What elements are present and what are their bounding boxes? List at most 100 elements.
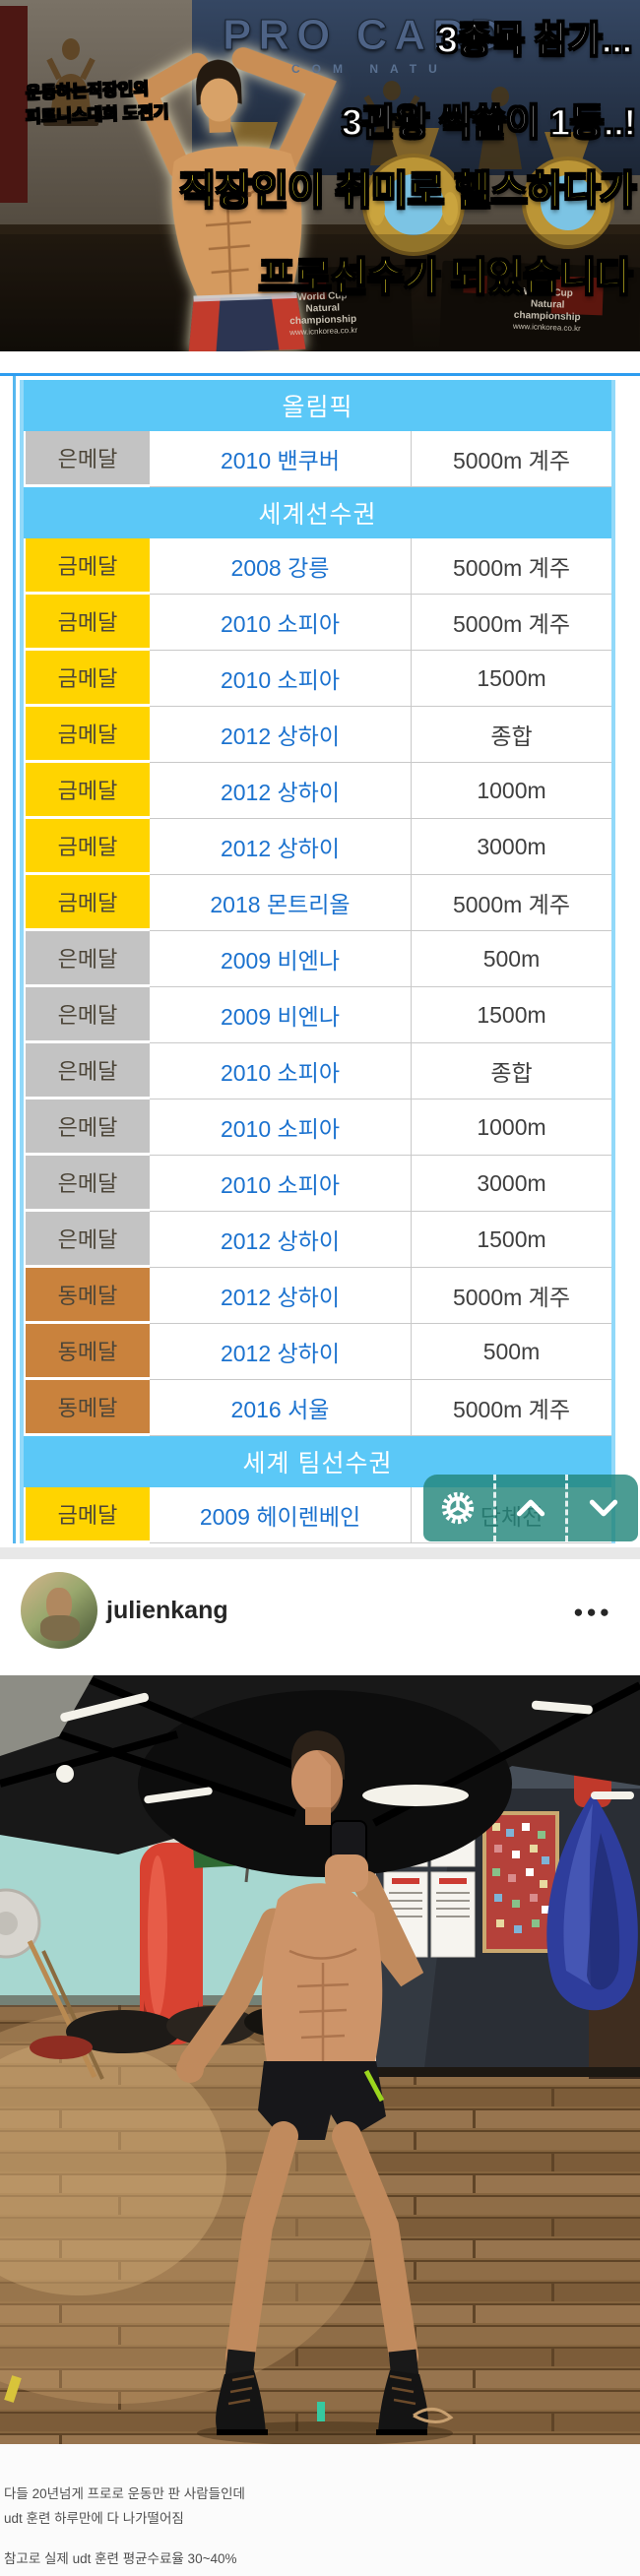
- caption-line-3: 참고로 실제 udt 훈련 평균수료율 30~40%: [4, 2551, 237, 2566]
- table-left-accent-line: [13, 376, 16, 1543]
- discipline-cell: 500m: [411, 931, 611, 987]
- medal-cell: 금메달: [26, 538, 150, 595]
- event-cell: 2008 강릉: [150, 538, 411, 595]
- medal-cell: 은메달: [26, 431, 150, 487]
- table-top-border: [0, 373, 640, 376]
- event-cell: 2016 서울: [150, 1380, 411, 1436]
- medal-cell: 금메달: [26, 819, 150, 875]
- discipline-cell: 5000m 계주: [411, 1268, 611, 1324]
- medal-cell: 은메달: [26, 1156, 150, 1212]
- section-divider: [0, 1547, 640, 1559]
- medal-row: 은메달 2012 상하이 1500m: [24, 1212, 611, 1268]
- medal-cell: 금메달: [26, 651, 150, 707]
- banner-headline-1: 3종목 참가...: [436, 20, 632, 60]
- plaque-right: [439, 260, 640, 351]
- floating-toolbar[interactable]: [423, 1475, 638, 1541]
- section-header: 세계선수권: [24, 487, 611, 538]
- medal-row: 금메달 2012 상하이 3000m: [24, 819, 611, 875]
- medal-cell: 동메달: [26, 1324, 150, 1380]
- banner-headline-3: 직장인이 취미로 헬스하다가: [178, 169, 636, 213]
- event-cell: 2009 비엔나: [150, 931, 411, 987]
- medal-row: 금메달 2010 소피아 5000m 계주: [24, 595, 611, 651]
- event-cell: 2012 상하이: [150, 763, 411, 819]
- scroll-down-button[interactable]: [565, 1475, 638, 1541]
- discipline-cell: 5000m 계주: [411, 875, 611, 931]
- discipline-cell: 1000m: [411, 1100, 611, 1156]
- medal-row: 은메달 2010 밴쿠버 5000m 계주: [24, 431, 611, 487]
- caption-line-1: 다들 20년넘게 프로로 운동만 판 사람들인데: [4, 2486, 245, 2501]
- discipline-cell: 종합: [411, 707, 611, 763]
- chevron-down-icon: [589, 1499, 617, 1517]
- medal-row: 은메달 2009 비엔나 1500m: [24, 987, 611, 1043]
- caption-line-2: udt 훈련 하루만에 다 나가떨어짐: [4, 2511, 184, 2526]
- gym-bags: [30, 2006, 312, 2059]
- event-cell: 2009 헤이렌베인: [150, 1487, 411, 1543]
- instagram-photo[interactable]: [0, 1675, 640, 2444]
- medal-row: 은메달 2010 소피아 1000m: [24, 1100, 611, 1156]
- medal-row: 동메달 2012 상하이 5000m 계주: [24, 1268, 611, 1324]
- floor-tape: [4, 2375, 454, 2423]
- electric-fan: [0, 1888, 41, 1959]
- medal-cell: 은메달: [26, 987, 150, 1043]
- medal-row: 금메달 2012 상하이 1000m: [24, 763, 611, 819]
- medal-cell: 동메달: [26, 1268, 150, 1324]
- medal-row: 금메달 2010 소피아 1500m: [24, 651, 611, 707]
- medal-row: 은메달 2010 소피아 종합: [24, 1043, 611, 1100]
- pro-card-subtitle: COM NATU: [291, 62, 449, 76]
- discipline-cell: 5000m 계주: [411, 1380, 611, 1436]
- medal-row: 금메달 2018 몬트리올 5000m 계주: [24, 875, 611, 931]
- banner-art: [0, 0, 640, 351]
- event-cell: 2010 밴쿠버: [150, 431, 411, 487]
- medal-cell: 금메달: [26, 707, 150, 763]
- medal-row: 동메달 2016 서울 5000m 계주: [24, 1380, 611, 1436]
- event-cell: 2010 소피아: [150, 1156, 411, 1212]
- medal-table: 올림픽 은메달 2010 밴쿠버 5000m 계주 세계선수권 금메달 2008 강릉 500…: [20, 380, 615, 1543]
- banner-headline-2: 3관왕 싹쓸이 1등..!: [341, 102, 636, 143]
- man-figure: [176, 1730, 453, 2444]
- medal-cell: 금메달: [26, 595, 150, 651]
- discipline-cell: 5000m 계주: [411, 431, 611, 487]
- section-header: 올림픽: [24, 380, 611, 431]
- bulletin-board: [482, 1811, 559, 1953]
- banner-thumbnail: PRO CARD COM NATU 운동하는직장인의 피트니스대회 도전기 Wo…: [0, 0, 640, 351]
- medal-cell: 은메달: [26, 1212, 150, 1268]
- banner-man: [131, 47, 337, 351]
- event-cell: 2012 상하이: [150, 1268, 411, 1324]
- bronze-trophy: [43, 38, 98, 126]
- medal-cell: 금메달: [26, 875, 150, 931]
- medal-cell: 금메달: [26, 763, 150, 819]
- banner-headline-4: 프로선수가 되었습니다: [258, 256, 633, 299]
- discipline-cell: 1500m: [411, 651, 611, 707]
- discipline-cell: 종합: [411, 1043, 611, 1100]
- instagram-post-header: julienkang ●●●: [0, 1559, 640, 1675]
- medal-cell: 은메달: [26, 931, 150, 987]
- event-cell: 2012 상하이: [150, 1212, 411, 1268]
- medal-row: 금메달 2008 강릉 5000m 계주: [24, 538, 611, 595]
- discipline-cell: 3000m: [411, 819, 611, 875]
- settings-button[interactable]: [423, 1475, 493, 1541]
- medal-cell: 은메달: [26, 1043, 150, 1100]
- medal-table-rows: 올림픽 은메달 2010 밴쿠버 5000m 계주 세계선수권 금메달 2008 강릉 500…: [24, 380, 611, 1543]
- discipline-cell: 500m: [411, 1324, 611, 1380]
- discipline-cell: 3000m: [411, 1156, 611, 1212]
- username[interactable]: julienkang: [106, 1597, 228, 1624]
- medal-row: 동메달 2012 상하이 500m: [24, 1324, 611, 1380]
- blue-bag: [546, 1704, 640, 2011]
- event-cell: 2010 소피아: [150, 1100, 411, 1156]
- chevron-up-icon: [516, 1499, 545, 1517]
- discipline-cell: 1500m: [411, 987, 611, 1043]
- event-cell: 2009 비엔나: [150, 987, 411, 1043]
- event-cell: 2010 소피아: [150, 651, 411, 707]
- curtain: [0, 6, 28, 203]
- event-cell: 2012 상하이: [150, 819, 411, 875]
- event-cell: 2012 상하이: [150, 1324, 411, 1380]
- medal-cell: 동메달: [26, 1380, 150, 1436]
- scroll-up-button[interactable]: [492, 1475, 566, 1541]
- discipline-cell: 1500m: [411, 1212, 611, 1268]
- caption-area: 다들 20년넘게 프로로 운동만 판 사람들인데 udt 훈련 하루만에 다 나…: [0, 2444, 640, 2576]
- event-cell: 2010 소피아: [150, 1043, 411, 1100]
- statue-silhouettes: [363, 81, 522, 169]
- banner-tagline-1: 운동하는직장인의: [25, 79, 150, 103]
- avatar[interactable]: [21, 1572, 97, 1649]
- more-options-icon[interactable]: ●●●: [573, 1602, 612, 1621]
